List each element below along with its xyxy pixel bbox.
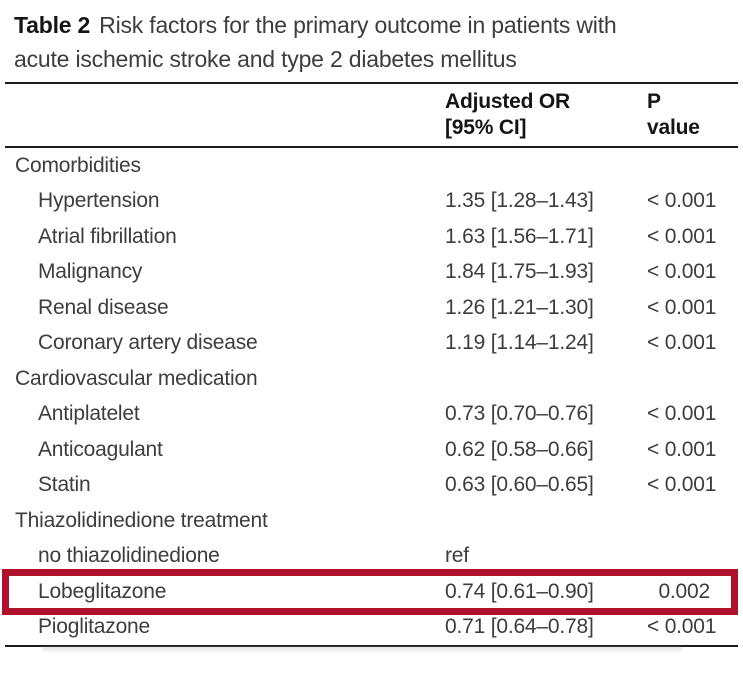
- header-rule: [5, 146, 738, 148]
- or-value: 1.84 [1.75–1.93]: [445, 260, 594, 284]
- row-label: Coronary artery disease: [38, 331, 258, 355]
- caption-text-2: acute ischemic stroke and type 2 diabete…: [14, 46, 517, 72]
- or-value: 0.62 [0.58–0.66]: [445, 437, 594, 461]
- or-value: 0.73 [0.70–0.76]: [445, 402, 594, 426]
- row-label: Anticoagulant: [38, 437, 163, 461]
- p-value: < 0.001: [647, 402, 717, 426]
- row-label: Hypertension: [38, 189, 160, 213]
- caption-line-2: acute ischemic stroke and type 2 diabete…: [14, 46, 517, 72]
- p-value: 0.002: [658, 579, 710, 603]
- p-value: < 0.001: [647, 189, 717, 213]
- table-row-anticoagulant: Anticoagulant 0.62 [0.58–0.66] < 0.001: [0, 432, 743, 468]
- table-row-coronary-artery-disease: Coronary artery disease 1.19 [1.14–1.24]…: [0, 326, 743, 362]
- table-row-pioglitazone: Pioglitazone 0.71 [0.64–0.78] < 0.001: [0, 610, 743, 646]
- table-row-renal-disease: Renal disease 1.26 [1.21–1.30] < 0.001: [0, 290, 743, 326]
- table-body: Comorbidities Hypertension 1.35 [1.28–1.…: [0, 148, 743, 645]
- row-label: Renal disease: [38, 295, 169, 319]
- or-value: 1.63 [1.56–1.71]: [445, 224, 594, 248]
- row-label: Lobeglitazone: [38, 579, 167, 603]
- section-row-comorbidities: Comorbidities: [0, 148, 743, 184]
- column-header-empty: [0, 89, 445, 141]
- or-value: 1.19 [1.14–1.24]: [445, 331, 594, 355]
- row-label: Antiplatelet: [38, 402, 140, 426]
- column-header-adjusted-or: Adjusted OR [95% CI]: [445, 90, 570, 139]
- table-row-malignancy: Malignancy 1.84 [1.75–1.93] < 0.001: [0, 255, 743, 291]
- p-value: < 0.001: [647, 473, 717, 497]
- or-value: 1.26 [1.21–1.30]: [445, 295, 594, 319]
- column-header-row: Adjusted OR [95% CI] P value: [0, 84, 743, 146]
- row-label: Malignancy: [38, 260, 143, 284]
- p-value: < 0.001: [647, 260, 717, 284]
- p-value: < 0.001: [647, 224, 717, 248]
- row-label: Pioglitazone: [38, 615, 151, 639]
- table-row-no-thiazolidinedione: no thiazolidinedione ref: [0, 539, 743, 575]
- section-row-cardiovascular-medication: Cardiovascular medication: [0, 361, 743, 397]
- p-value: < 0.001: [647, 295, 717, 319]
- table-caption: Table 2 Risk factors for the primary outc…: [0, 0, 743, 76]
- caption-text-1: Risk factors for the primary outcome in …: [99, 12, 617, 38]
- caption-line-1: Table 2 Risk factors for the primary outc…: [14, 12, 617, 38]
- bottom-rule: [5, 645, 738, 647]
- row-label: Atrial fibrillation: [38, 224, 177, 248]
- cropped-footnote-remnant: [42, 646, 682, 651]
- section-label: Thiazolidinedione treatment: [15, 508, 268, 532]
- table-row-hypertension: Hypertension 1.35 [1.28–1.43] < 0.001: [0, 184, 743, 220]
- table-row-atrial-fibrillation: Atrial fibrillation 1.63 [1.56–1.71] < 0…: [0, 219, 743, 255]
- row-label: Statin: [38, 473, 91, 497]
- table-number: Table 2: [14, 12, 91, 38]
- p-value: < 0.001: [647, 437, 717, 461]
- or-value: 1.35 [1.28–1.43]: [445, 189, 594, 213]
- top-rule: [5, 82, 738, 84]
- table-row-lobeglitazone: Lobeglitazone 0.74 [0.61–0.90] 0.002: [0, 568, 743, 615]
- p-value: < 0.001: [647, 615, 717, 639]
- section-label: Comorbidities: [15, 153, 141, 177]
- section-row-thiazolidinedione-treatment: Thiazolidinedione treatment: [0, 503, 743, 539]
- section-label: Cardiovascular medication: [15, 366, 258, 390]
- p-value: < 0.001: [647, 331, 717, 355]
- table-row-antiplatelet: Antiplatelet 0.73 [0.70–0.76] < 0.001: [0, 397, 743, 433]
- or-value: 0.71 [0.64–0.78]: [445, 615, 594, 639]
- or-value: 0.74 [0.61–0.90]: [445, 579, 594, 603]
- column-header-p-value: P value: [647, 90, 700, 139]
- row-label: no thiazolidinedione: [38, 544, 220, 568]
- or-value: ref: [445, 544, 469, 568]
- table-row-statin: Statin 0.63 [0.60–0.65] < 0.001: [0, 468, 743, 504]
- or-value: 0.63 [0.60–0.65]: [445, 473, 594, 497]
